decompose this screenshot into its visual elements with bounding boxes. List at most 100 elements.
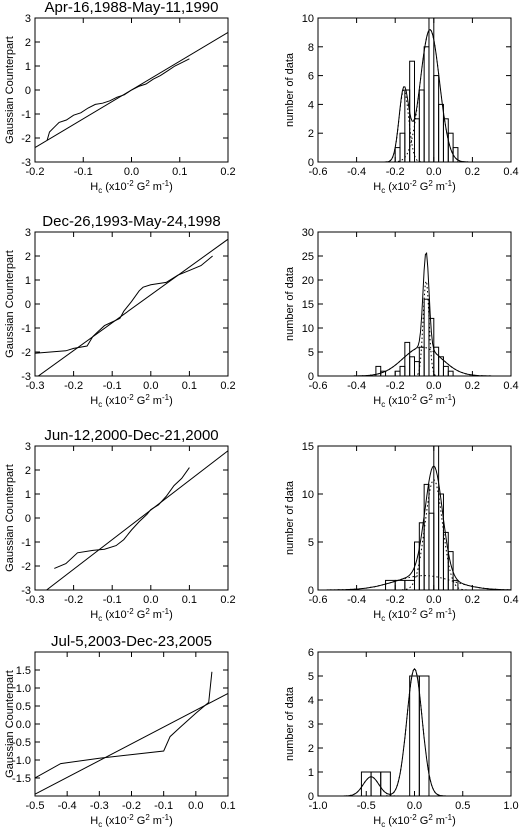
- histogram-bar: [370, 771, 382, 796]
- histogram-bar: [418, 89, 425, 162]
- panel-title: Jul-5,2003-Dec-23,2005: [51, 633, 212, 650]
- y-tick-label: -3: [21, 585, 31, 597]
- plot-frame: [317, 651, 512, 797]
- histogram-bar: [380, 771, 391, 796]
- x-tick-label: 0.1: [220, 800, 235, 812]
- y-tick-label: 6: [308, 71, 314, 83]
- histogram-bar: [394, 579, 406, 590]
- histogram-bar: [438, 493, 444, 590]
- panel-title: Apr-16,1988-May-11,1990: [45, 0, 219, 16]
- x-tick-label: 0.0: [143, 594, 158, 606]
- x-tick-label: -0.2: [386, 166, 405, 178]
- y-tick-label: -3: [21, 371, 31, 383]
- plot-area: [318, 18, 511, 162]
- gaussian-fit-curve: [318, 28, 511, 162]
- x-tick-label: -0.3: [26, 380, 45, 392]
- y-axis-label: Gaussian Counterpart: [4, 36, 16, 144]
- y-tick-label: 0.5: [16, 701, 31, 713]
- y-tick-label: 0: [308, 791, 314, 803]
- x-axis-label-part: -2: [127, 607, 135, 616]
- gaussian-component-curve: [318, 478, 511, 590]
- x-axis-label-part: -1: [445, 607, 453, 616]
- y-tick-label: -2: [21, 561, 31, 573]
- x-axis-label-part: -2: [410, 813, 418, 822]
- x-axis-label-part: m: [153, 815, 162, 827]
- histogram-bar: [399, 132, 406, 162]
- gaussian-component-curve: [318, 667, 511, 796]
- x-axis-label-part: G: [137, 815, 146, 827]
- x-axis-label-part: 2: [428, 813, 433, 822]
- y-tick-label: 1.0: [16, 683, 31, 695]
- x-axis-label-part: H: [90, 181, 98, 193]
- x-tick-label: -0.3: [26, 594, 45, 606]
- x-tick-label: -0.6: [309, 380, 328, 392]
- y-tick-label: 5: [308, 537, 314, 549]
- y-axis-label: Gaussian Counterpart: [4, 670, 16, 778]
- histogram-bar: [418, 675, 430, 796]
- x-tick-label: -0.2: [122, 800, 141, 812]
- y-tick-label: 0: [308, 371, 314, 383]
- y-tick-label: 2: [308, 743, 314, 755]
- gaussian-component-curve: [318, 346, 511, 376]
- x-tick-label: 0.2: [220, 166, 235, 178]
- y-tick-label: 25: [302, 251, 314, 263]
- x-axis-label-part: (x10: [105, 395, 126, 407]
- histogram-bar: [442, 365, 449, 376]
- x-tick-label: 0.4: [503, 166, 518, 178]
- y-tick-label: 2: [308, 128, 314, 140]
- y-axis-label: number of data: [284, 686, 296, 761]
- x-axis-label-part: c: [98, 400, 102, 409]
- x-axis-label-part: 2: [145, 813, 150, 822]
- plot-area: [46, 450, 228, 590]
- x-axis-label-part: -1: [162, 179, 170, 188]
- plot-area: [35, 238, 228, 376]
- y-tick-label: 20: [302, 275, 314, 287]
- x-axis-label-part: -2: [127, 813, 135, 822]
- y-tick-label: 1.5: [16, 665, 31, 677]
- x-tick-label: 0.0: [426, 380, 441, 392]
- y-tick-label: 1: [25, 275, 31, 287]
- y-tick-label: 4: [308, 695, 314, 707]
- x-axis-label-part: ): [452, 815, 456, 827]
- y-tick-label: 1: [25, 489, 31, 501]
- y-tick-label: 3: [25, 227, 31, 239]
- x-tick-label: 0.2: [220, 594, 235, 606]
- histogram-bar: [399, 365, 406, 376]
- plot-frame: [34, 231, 229, 377]
- x-tick-label: -0.1: [74, 166, 93, 178]
- x-axis-label-part: c: [381, 614, 385, 623]
- x-axis-label-part: 2: [428, 393, 433, 402]
- x-axis-label-part: H: [90, 609, 98, 621]
- x-axis-label: Hc (x10-2 G2 m-1): [373, 393, 455, 409]
- plot-frame: [34, 445, 229, 591]
- y-tick-label: -0.5: [12, 737, 31, 749]
- x-tick-label: -0.5: [357, 800, 376, 812]
- x-axis-label-part: (x10: [105, 815, 126, 827]
- plot-area: [35, 671, 228, 795]
- plot-area: [318, 667, 511, 796]
- x-axis-label-part: H: [373, 815, 381, 827]
- y-tick-label: 3: [25, 441, 31, 453]
- x-axis-label: Hc (x10-2 G2 m-1): [373, 607, 455, 623]
- panel-title: Jun-12,2000-Dec-21,2000: [44, 427, 218, 444]
- reference-line: [46, 450, 228, 590]
- gaussian-component-curve: [318, 575, 511, 590]
- y-axis-label: Gaussian Counterpart: [4, 250, 16, 358]
- x-tick-label: -0.4: [347, 594, 366, 606]
- x-tick-label: -0.2: [64, 380, 83, 392]
- x-tick-label: 1.0: [503, 800, 518, 812]
- x-tick-label: 0.1: [172, 166, 187, 178]
- x-tick-label: 0.2: [465, 166, 480, 178]
- y-tick-label: -3: [21, 157, 31, 169]
- y-tick-label: -1.0: [12, 755, 31, 767]
- y-axis-label: Gaussian Counterpart: [4, 464, 16, 572]
- plot-frame: [317, 231, 512, 377]
- x-axis-label-part: H: [90, 815, 98, 827]
- x-axis-label-part: -1: [445, 813, 453, 822]
- histogram-bar: [423, 46, 430, 162]
- histogram-bar: [394, 370, 401, 376]
- x-tick-label: -0.2: [386, 380, 405, 392]
- x-axis-label-part: c: [98, 614, 102, 623]
